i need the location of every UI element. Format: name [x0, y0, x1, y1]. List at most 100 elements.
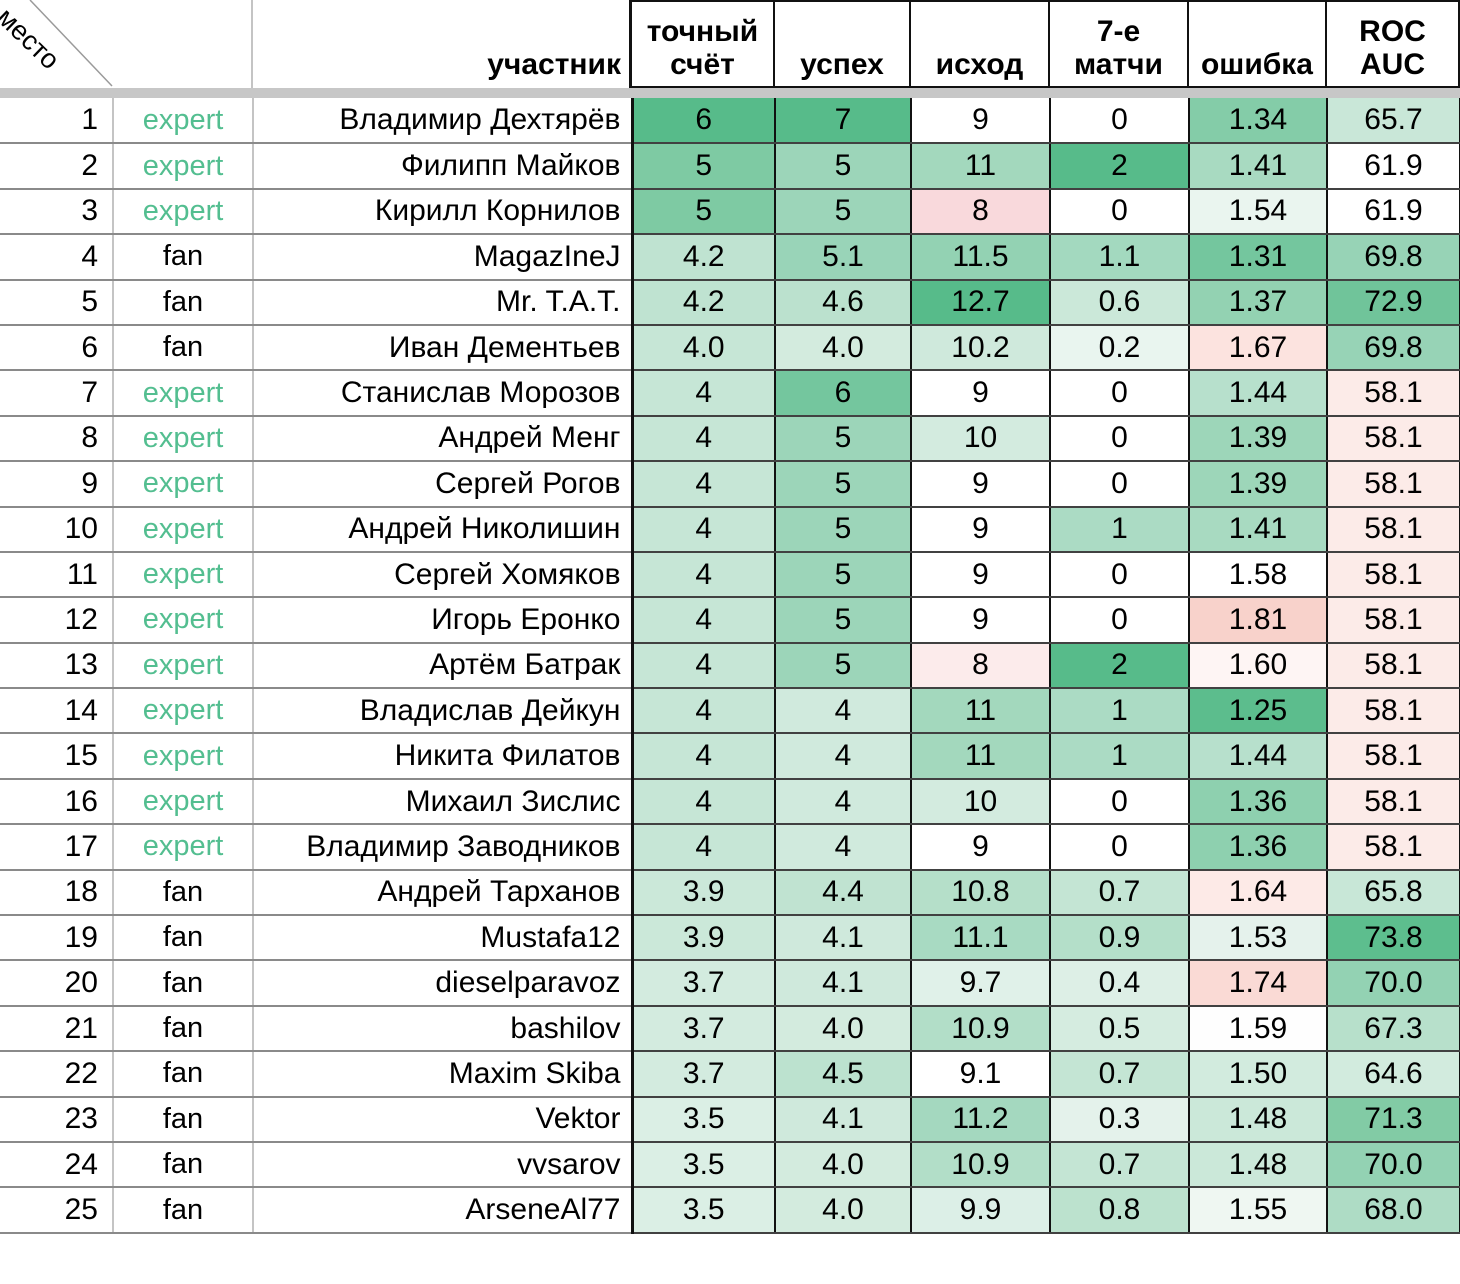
error-cell[interactable]: 1.44: [1189, 733, 1328, 780]
exact-score-cell[interactable]: 3.5: [632, 1141, 776, 1189]
game7-cell[interactable]: 0.7: [1050, 1141, 1190, 1189]
outcome-cell[interactable]: 9: [911, 506, 1051, 553]
roc-auc-cell[interactable]: 58.1: [1327, 824, 1460, 871]
participant-cell[interactable]: Кирилл Корнилов: [253, 188, 634, 236]
error-cell[interactable]: 1.36: [1189, 778, 1328, 826]
participant-cell[interactable]: Филипп Майков: [253, 143, 634, 190]
error-cell[interactable]: 1.31: [1189, 234, 1328, 281]
outcome-cell[interactable]: 8: [911, 642, 1051, 690]
exact-score-cell[interactable]: 4: [632, 778, 776, 826]
success-cell[interactable]: 5: [775, 415, 912, 463]
outcome-cell[interactable]: 9: [911, 824, 1051, 871]
game7-cell[interactable]: 0.3: [1050, 1096, 1190, 1143]
success-cell[interactable]: 4.1: [775, 960, 912, 1007]
exact-score-cell[interactable]: 4.0: [632, 324, 776, 372]
success-cell[interactable]: 4.6: [775, 279, 912, 326]
participant-cell[interactable]: Иван Дементьев: [253, 324, 634, 372]
participant-cell[interactable]: MagazIneJ: [253, 234, 634, 281]
error-cell[interactable]: 1.41: [1189, 143, 1328, 190]
success-cell[interactable]: 5.1: [775, 234, 912, 281]
error-cell[interactable]: 1.41: [1189, 506, 1328, 553]
error-cell[interactable]: 1.53: [1189, 915, 1328, 962]
game7-cell[interactable]: 0.5: [1050, 1005, 1190, 1053]
place-cell[interactable]: 17: [0, 824, 114, 871]
place-cell[interactable]: 1: [0, 98, 114, 145]
outcome-cell[interactable]: 9: [911, 597, 1051, 644]
roc-auc-cell[interactable]: 58.1: [1327, 551, 1460, 599]
success-cell[interactable]: 4: [775, 733, 912, 780]
exact-score-cell[interactable]: 3.5: [632, 1187, 776, 1234]
success-cell[interactable]: 4.0: [775, 1005, 912, 1053]
roc-auc-cell[interactable]: 58.1: [1327, 733, 1460, 780]
type-cell[interactable]: expert: [113, 506, 254, 553]
header-roc-auc[interactable]: ROC AUC: [1327, 0, 1460, 88]
exact-score-cell[interactable]: 6: [632, 98, 776, 145]
game7-cell[interactable]: 1: [1050, 688, 1190, 735]
exact-score-cell[interactable]: 4.2: [632, 234, 776, 281]
roc-auc-cell[interactable]: 64.6: [1327, 1051, 1460, 1098]
participant-cell[interactable]: Никита Филатов: [253, 733, 634, 780]
exact-score-cell[interactable]: 5: [632, 143, 776, 190]
type-cell[interactable]: expert: [113, 597, 254, 644]
game7-cell[interactable]: 0.6: [1050, 279, 1190, 326]
outcome-cell[interactable]: 12.7: [911, 279, 1051, 326]
place-cell[interactable]: 14: [0, 688, 114, 735]
success-cell[interactable]: 5: [775, 642, 912, 690]
type-cell[interactable]: expert: [113, 370, 254, 417]
outcome-cell[interactable]: 9.1: [911, 1051, 1051, 1098]
type-cell[interactable]: fan: [113, 1051, 254, 1098]
place-cell[interactable]: 18: [0, 869, 114, 917]
exact-score-cell[interactable]: 4: [632, 461, 776, 508]
participant-cell[interactable]: Владимир Дехтярёв: [253, 98, 634, 145]
game7-cell[interactable]: 0: [1050, 461, 1190, 508]
roc-auc-cell[interactable]: 71.3: [1327, 1096, 1460, 1143]
place-cell[interactable]: 7: [0, 370, 114, 417]
type-cell[interactable]: fan: [113, 960, 254, 1007]
error-cell[interactable]: 1.48: [1189, 1141, 1328, 1189]
exact-score-cell[interactable]: 3.7: [632, 1051, 776, 1098]
roc-auc-cell[interactable]: 58.1: [1327, 461, 1460, 508]
exact-score-cell[interactable]: 4: [632, 597, 776, 644]
place-cell[interactable]: 8: [0, 415, 114, 463]
success-cell[interactable]: 6: [775, 370, 912, 417]
game7-cell[interactable]: 2: [1050, 642, 1190, 690]
error-cell[interactable]: 1.39: [1189, 415, 1328, 463]
exact-score-cell[interactable]: 3.9: [632, 915, 776, 962]
header-participant[interactable]: участник: [253, 0, 632, 88]
success-cell[interactable]: 4: [775, 824, 912, 871]
participant-cell[interactable]: Mr. T.A.T.: [253, 279, 634, 326]
participant-cell[interactable]: Станислав Морозов: [253, 370, 634, 417]
type-cell[interactable]: fan: [113, 1005, 254, 1053]
participant-cell[interactable]: Владислав Дейкун: [253, 688, 634, 735]
outcome-cell[interactable]: 10: [911, 415, 1051, 463]
participant-cell[interactable]: Артём Батрак: [253, 642, 634, 690]
success-cell[interactable]: 5: [775, 597, 912, 644]
header-exact-score[interactable]: точный счёт: [632, 0, 775, 88]
participant-cell[interactable]: Vektor: [253, 1096, 634, 1143]
type-cell[interactable]: expert: [113, 824, 254, 871]
game7-cell[interactable]: 0: [1050, 824, 1190, 871]
participant-cell[interactable]: dieselparavoz: [253, 960, 634, 1007]
participant-cell[interactable]: Сергей Хомяков: [253, 551, 634, 599]
exact-score-cell[interactable]: 3.9: [632, 869, 776, 917]
error-cell[interactable]: 1.50: [1189, 1051, 1328, 1098]
place-cell[interactable]: 5: [0, 279, 114, 326]
participant-cell[interactable]: Сергей Рогов: [253, 461, 634, 508]
type-cell[interactable]: expert: [113, 688, 254, 735]
game7-cell[interactable]: 0.8: [1050, 1187, 1190, 1234]
participant-cell[interactable]: Maxim Skiba: [253, 1051, 634, 1098]
roc-auc-cell[interactable]: 67.3: [1327, 1005, 1460, 1053]
type-cell[interactable]: fan: [113, 869, 254, 917]
error-cell[interactable]: 1.59: [1189, 1005, 1328, 1053]
participant-cell[interactable]: Игорь Еронко: [253, 597, 634, 644]
error-cell[interactable]: 1.55: [1189, 1187, 1328, 1234]
participant-cell[interactable]: Андрей Менг: [253, 415, 634, 463]
participant-cell[interactable]: Михаил Зислис: [253, 778, 634, 826]
place-cell[interactable]: 16: [0, 778, 114, 826]
error-cell[interactable]: 1.36: [1189, 824, 1328, 871]
error-cell[interactable]: 1.67: [1189, 324, 1328, 372]
type-cell[interactable]: expert: [113, 551, 254, 599]
roc-auc-cell[interactable]: 72.9: [1327, 279, 1460, 326]
header-error[interactable]: ошибка: [1189, 0, 1327, 88]
type-cell[interactable]: expert: [113, 642, 254, 690]
